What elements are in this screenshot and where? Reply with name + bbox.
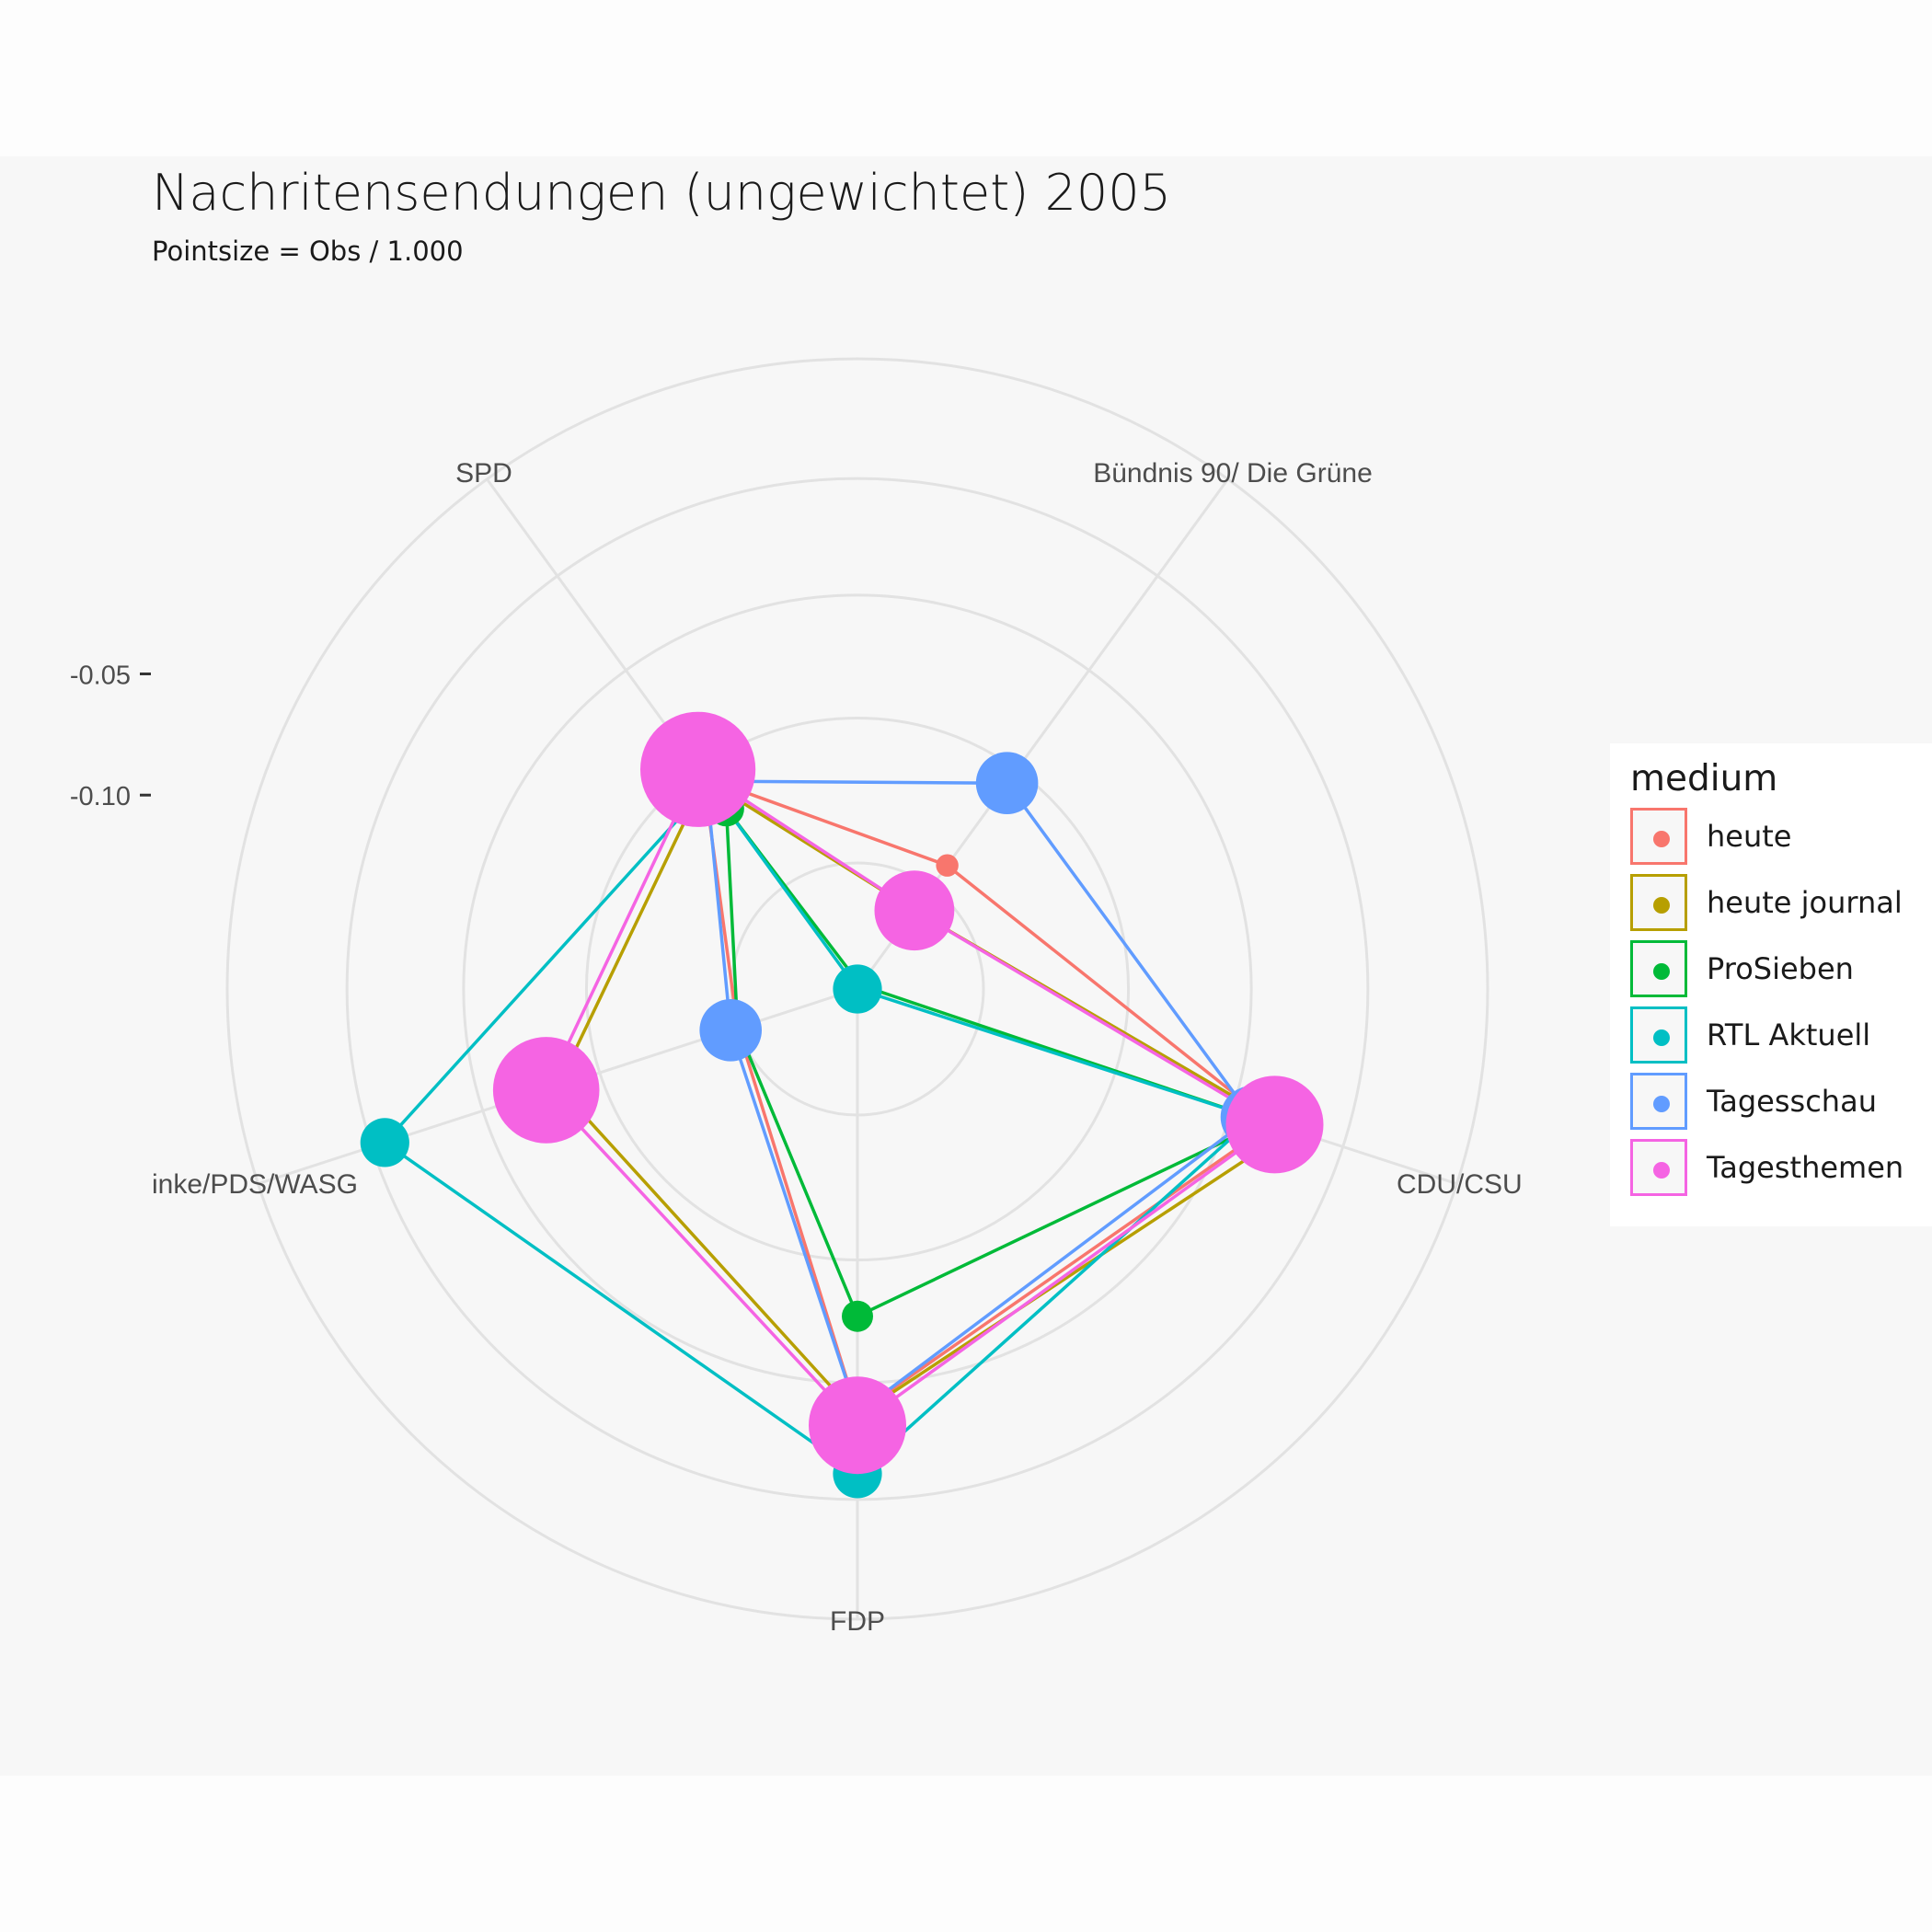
chart-title: Nachritensendungen (ungewichtet) 2005 (152, 164, 1172, 222)
axis-label: FDP (830, 1606, 885, 1637)
legend-item: Tagesschau (1630, 1073, 1925, 1135)
series-line (702, 776, 1274, 1415)
data-point (842, 1300, 873, 1332)
data-point (699, 999, 762, 1062)
legend-title: medium (1630, 758, 1778, 799)
legend: medium heute heute journal ProSieben RTL Ak… (1610, 743, 1932, 1226)
data-point (874, 870, 955, 951)
data-point (640, 711, 756, 827)
series-line (544, 767, 1277, 1427)
axis-label: Bündnis 90/ Die Grüne (1093, 458, 1373, 489)
legend-label: heute journal (1707, 885, 1903, 920)
legend-dot-icon (1653, 1029, 1670, 1046)
legend-key (1630, 1139, 1687, 1196)
data-point (492, 1037, 600, 1144)
legend-dot-icon (1653, 1162, 1670, 1179)
legend-key (1630, 1073, 1687, 1130)
data-point (360, 1118, 409, 1167)
data-point (809, 1376, 906, 1475)
data-point (975, 752, 1039, 814)
legend-dot-icon (1653, 1096, 1670, 1112)
legend-key (1630, 808, 1687, 865)
legend-item: heute (1630, 808, 1925, 870)
data-point (936, 854, 959, 877)
legend-label: Tagesthemen (1707, 1150, 1904, 1185)
data-point (833, 964, 882, 1014)
data-point (1225, 1075, 1324, 1174)
legend-dot-icon (1653, 963, 1670, 980)
axis-label: SPD (455, 458, 512, 489)
legend-key (1630, 1006, 1687, 1064)
legend-dot-icon (1653, 897, 1670, 914)
series-line (724, 807, 1268, 1318)
legend-label: ProSieben (1707, 951, 1854, 986)
legend-item: heute journal (1630, 874, 1925, 937)
legend-key (1630, 940, 1687, 997)
axis-label: CDU/CSU (1397, 1169, 1523, 1200)
chart-subtitle: Pointsize = Obs / 1.000 (152, 236, 464, 267)
legend-dot-icon (1653, 831, 1670, 847)
radial-tick-label: -0.10 (70, 782, 131, 811)
legend-label: RTL Aktuell (1707, 1018, 1871, 1052)
legend-label: heute (1707, 819, 1792, 854)
legend-item: Tagesthemen (1630, 1139, 1925, 1202)
legend-key (1630, 874, 1687, 931)
axis-label: inke/PDS/WASG (152, 1169, 358, 1200)
series-line (705, 779, 1254, 1415)
legend-label: Tagesschau (1707, 1084, 1877, 1119)
legend-item: ProSieben (1630, 940, 1925, 1003)
series-line (383, 783, 1256, 1476)
legend-item: RTL Aktuell (1630, 1006, 1925, 1069)
radial-tick-label: -0.05 (70, 661, 131, 691)
